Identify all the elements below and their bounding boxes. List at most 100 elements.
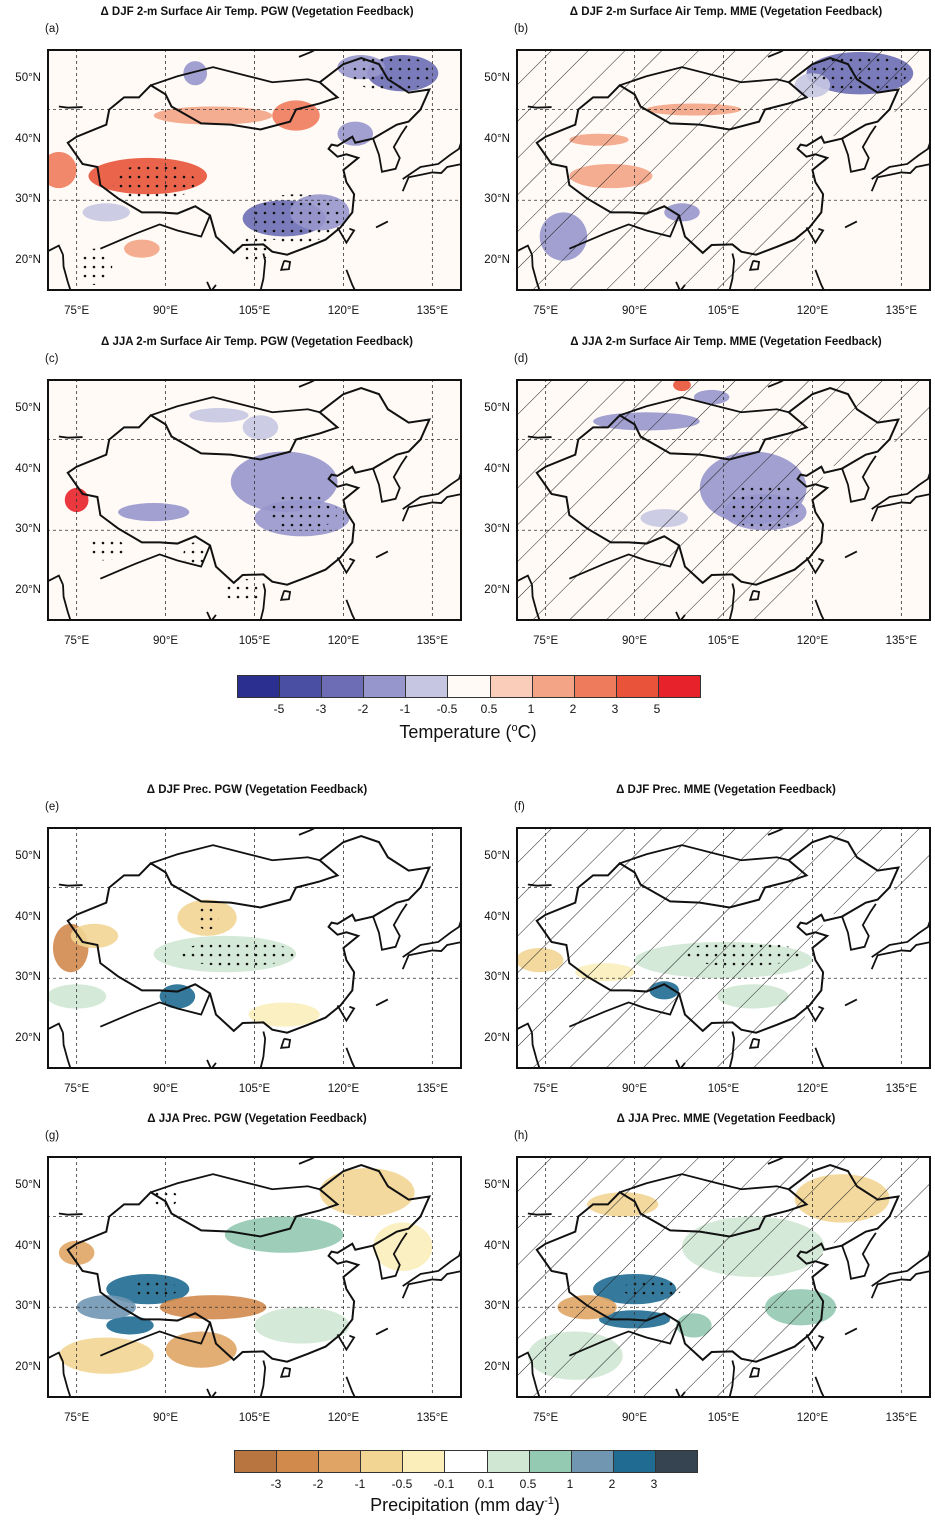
coastline [47, 1351, 64, 1363]
colorbar-swatch [403, 1451, 446, 1472]
anomaly-region [254, 1307, 350, 1344]
colorbar-label: -0.5 [391, 1477, 413, 1491]
stippling-significance [729, 481, 801, 531]
coastline [345, 1047, 357, 1069]
coastline [47, 1022, 64, 1034]
stippling-significance [76, 248, 113, 285]
coastline [728, 583, 736, 621]
coastline [805, 1334, 825, 1352]
stippling-significance [622, 1280, 683, 1299]
coastline [728, 1360, 736, 1398]
coastline [401, 923, 462, 970]
coastline [805, 227, 825, 245]
lon-tick-label: 105°E [238, 635, 271, 647]
lat-tick-label: 40°N [484, 1239, 510, 1252]
coastline [841, 125, 877, 173]
colorbar-swatch [322, 676, 365, 697]
coastline [748, 259, 761, 271]
lat-tick-label: 30°N [484, 1300, 510, 1313]
coastline [748, 1366, 761, 1378]
colorbar-swatch [655, 1451, 698, 1472]
lat-tick-label: 50°N [15, 402, 41, 415]
map-frame [47, 49, 462, 291]
anomaly-region [58, 1337, 154, 1374]
colorbar-swatch [445, 1451, 488, 1472]
coastline [336, 1005, 356, 1023]
coastline [675, 281, 686, 291]
lon-tick-label: 75°E [64, 635, 90, 647]
lon-tick-label: 135°E [885, 1083, 918, 1095]
lon-tick-label: 105°E [707, 1083, 740, 1095]
lat-tick-label: 30°N [484, 523, 510, 536]
coastline [47, 244, 64, 256]
coastline [675, 1059, 686, 1069]
coastline [336, 227, 356, 245]
coastline [100, 993, 211, 1028]
map-frame [47, 1156, 462, 1398]
colorbar-label: 2 [569, 702, 577, 716]
temp-colorbar [237, 675, 701, 698]
coastline [569, 545, 680, 580]
colorbar-swatch [277, 1451, 320, 1472]
lat-tick-label: 40°N [484, 910, 510, 923]
coastline [728, 253, 736, 291]
stippling-significance [266, 493, 338, 531]
panel-label: (e) [45, 801, 60, 813]
colorbar-swatch [361, 1451, 404, 1472]
coastline [619, 396, 789, 417]
panel-label: (c) [45, 353, 59, 365]
coastline [62, 584, 72, 621]
coastline [569, 993, 680, 1028]
coastline [206, 1059, 217, 1069]
stippling-significance [183, 542, 208, 567]
coastline [58, 1212, 83, 1216]
lon-tick-label: 90°E [153, 305, 179, 317]
colorbar-label: 0.5 [480, 702, 498, 716]
colorbar-label: 3 [650, 1477, 658, 1491]
lon-tick-label: 135°E [885, 635, 918, 647]
anomaly-region [189, 408, 249, 423]
anomaly-region [106, 1216, 166, 1241]
lat-tick-label: 30°N [15, 193, 41, 206]
coastline [402, 917, 462, 958]
colorbar-label: 5 [653, 702, 661, 716]
coastline [844, 1327, 858, 1336]
coastline [100, 1322, 211, 1357]
prec-colorbar-title: Precipitation (mm day-1) [234, 1495, 696, 1516]
anomaly-region [153, 106, 273, 125]
stippling-significance [129, 1280, 178, 1299]
title-text: ) [553, 1495, 560, 1515]
map-panel-a [47, 49, 462, 291]
colorbar-label: 1 [566, 1477, 574, 1491]
map-frame [516, 1156, 931, 1398]
coastline [100, 545, 211, 580]
coastline [259, 1360, 267, 1398]
lon-tick-label: 120°E [796, 305, 829, 317]
lat-tick-label: 30°N [484, 971, 510, 984]
anomaly-region [373, 1222, 433, 1271]
panel-title: Δ DJF Prec. MME (Vegetation Feedback) [616, 784, 836, 796]
coastline [206, 1388, 217, 1398]
coastline [871, 1246, 931, 1287]
coastline [814, 1376, 826, 1398]
coastline [870, 145, 931, 192]
colorbar-swatch [616, 676, 659, 697]
coastline [841, 455, 877, 503]
stippling-significance [349, 55, 433, 92]
lat-tick-label: 50°N [484, 72, 510, 85]
china-border [535, 835, 901, 1034]
lon-tick-label: 135°E [416, 305, 449, 317]
coastline [516, 1351, 533, 1363]
stippling-significance [177, 941, 297, 967]
lon-tick-label: 90°E [622, 1083, 648, 1095]
map-frame [516, 827, 931, 1069]
panel-label: (b) [514, 23, 529, 35]
colorbar-swatch [532, 676, 575, 697]
china-border [66, 1164, 432, 1363]
stippling-significance [681, 941, 801, 967]
colorbar-label: -3 [315, 702, 327, 716]
coastline [870, 475, 931, 522]
coastline [345, 1376, 357, 1398]
lon-tick-label: 75°E [533, 305, 559, 317]
coastline [814, 1047, 826, 1069]
